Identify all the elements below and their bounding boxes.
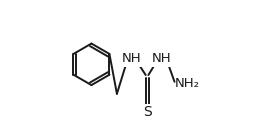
- Text: S: S: [143, 105, 151, 119]
- Text: NH: NH: [152, 52, 172, 65]
- Text: NH: NH: [122, 52, 141, 65]
- Text: NH₂: NH₂: [175, 77, 200, 90]
